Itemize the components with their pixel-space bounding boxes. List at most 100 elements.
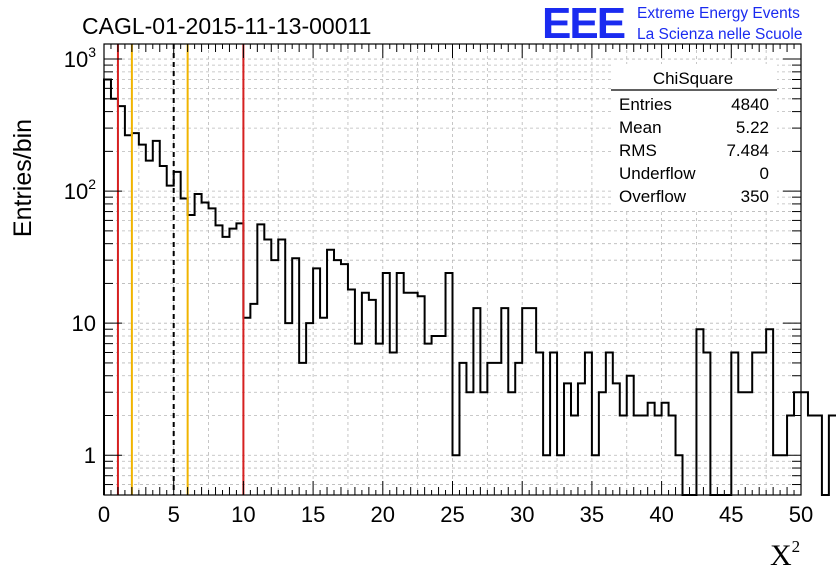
histogram-bin [243, 318, 250, 495]
histogram-bin [620, 415, 627, 495]
x-tick-label: 40 [649, 502, 673, 527]
x-tick-label: 45 [719, 502, 743, 527]
histogram-bin [209, 208, 216, 495]
stats-row-label: RMS [619, 141, 657, 160]
histogram-bin [292, 258, 299, 495]
histogram-bin [592, 455, 599, 495]
histogram-bin [229, 229, 236, 495]
histogram-bin [801, 392, 808, 495]
histogram-bin [773, 455, 780, 495]
histogram-bin [160, 166, 167, 495]
y-axis-label: Entries/bin [9, 119, 37, 237]
stats-row-value: 350 [741, 187, 769, 206]
histogram-bin [439, 336, 446, 495]
histogram-bin [466, 392, 473, 495]
histogram-bin [271, 260, 278, 495]
stats-row-value: 5.22 [736, 118, 769, 137]
histogram-bin [306, 323, 313, 495]
histogram-bin [515, 363, 522, 495]
histogram-bin [550, 352, 557, 495]
histogram-bin [529, 308, 536, 495]
histogram-bin [752, 352, 759, 495]
histogram-bin [766, 329, 773, 495]
histogram-bin [473, 308, 480, 495]
histogram-bin [334, 260, 341, 495]
histogram-bin [299, 363, 306, 495]
y-tick-label: 1 [84, 443, 96, 468]
y-tick-label: 10 [72, 311, 96, 336]
histogram-bin [696, 329, 703, 495]
histogram-bin [585, 352, 592, 495]
histogram-bin [285, 323, 292, 495]
histogram-bin [815, 415, 822, 495]
histogram-bin [599, 392, 606, 495]
histogram-bin [564, 383, 571, 495]
histogram-bin [153, 141, 160, 495]
histogram-bin [655, 415, 662, 495]
histogram-bin [216, 225, 223, 495]
histogram-bin [578, 383, 585, 495]
histogram-bin [738, 392, 745, 495]
histogram-bin [432, 336, 439, 495]
histogram-bin [453, 455, 460, 495]
histogram-bin [446, 273, 453, 495]
histogram-bin [146, 161, 153, 495]
histogram-bin [250, 304, 257, 495]
histogram-bin [731, 352, 738, 495]
histogram-bin [411, 293, 418, 495]
histogram-bin [397, 273, 404, 495]
x-tick-label: 10 [231, 502, 255, 527]
stats-row-label: Underflow [619, 164, 696, 183]
histogram-bin [634, 415, 641, 495]
histogram-bin [257, 224, 264, 495]
histogram-bin [418, 296, 425, 495]
histogram-bin [264, 240, 271, 495]
histogram-bin [676, 455, 683, 495]
histogram-bin [327, 250, 334, 495]
histogram-bin [557, 455, 564, 495]
histogram-bin [181, 198, 188, 495]
logo-line-2: La Scienza nelle Scuole [637, 26, 802, 43]
x-tick-label: 5 [168, 502, 180, 527]
histogram-bin [669, 415, 676, 495]
histogram-bin [320, 318, 327, 495]
histogram-bin [501, 308, 508, 495]
histogram-bin [606, 352, 613, 495]
histogram-bin [494, 363, 501, 495]
stats-row-value: 4840 [731, 95, 769, 114]
histogram-bin [104, 80, 111, 495]
histogram-bin [522, 308, 529, 495]
histogram-bin [222, 237, 229, 495]
stats-box-title: ChiSquare [653, 69, 733, 88]
histogram-bin [188, 215, 195, 495]
histogram-bin [132, 133, 139, 495]
histogram-bin [195, 194, 202, 495]
histogram-bin [571, 415, 578, 495]
x-tick-label: 0 [98, 502, 110, 527]
histogram-bin [613, 383, 620, 495]
histogram-bin [236, 223, 243, 495]
histogram-bin [794, 392, 801, 495]
x-tick-label: 30 [510, 502, 534, 527]
histogram-bin [627, 376, 634, 495]
x-tick-label: 35 [580, 502, 604, 527]
histogram-bin [348, 289, 355, 495]
chart-title: CAGL-01-2015-11-13-00011 [82, 13, 371, 39]
logo-line-1: Extreme Energy Events [637, 5, 800, 22]
histogram-bin [648, 403, 655, 495]
histogram-bin [480, 392, 487, 495]
histogram-bin [808, 415, 815, 495]
histogram-bin [459, 363, 466, 495]
logo-mark: EEE [542, 0, 625, 48]
histogram-bin [641, 415, 648, 495]
histogram-bin [202, 202, 209, 495]
stats-row-label: Mean [619, 118, 662, 137]
histogram-bin [139, 145, 146, 495]
histogram-bin [404, 293, 411, 495]
histogram-bin [780, 455, 787, 495]
stats-row-label: Entries [619, 95, 672, 114]
x-tick-label: 25 [440, 502, 464, 527]
histogram-bin [341, 264, 348, 495]
